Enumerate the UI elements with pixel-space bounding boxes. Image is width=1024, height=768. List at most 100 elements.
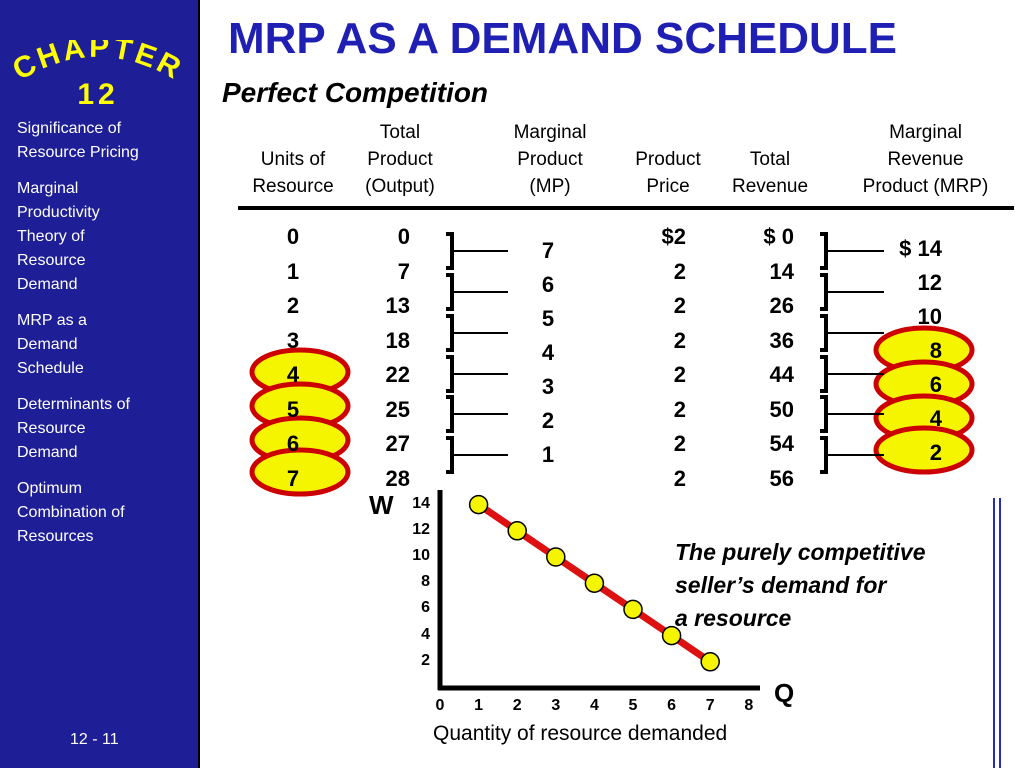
- cell-total-product: 7: [397, 258, 410, 284]
- bracket: [446, 395, 454, 433]
- data-point: [468, 494, 489, 515]
- bracket: [820, 273, 828, 311]
- cell-mrp: 10: [917, 304, 942, 329]
- sidebar-item-line: Productivity: [17, 204, 100, 221]
- sidebar-item[interactable]: Marginal Productivity Theory of Resource Dem…: [17, 177, 193, 297]
- header-line: Revenue: [731, 176, 809, 197]
- header-line: Total: [379, 122, 421, 143]
- cell-mrp: 4: [929, 406, 942, 431]
- sidebar-item-line: Resources: [17, 528, 94, 545]
- header-total-product: Total Product (Output): [350, 119, 450, 200]
- y-tick-label: 6: [421, 599, 430, 617]
- cell-marginal-product: 5: [541, 306, 555, 331]
- sidebar-item-line: Demand: [17, 444, 78, 461]
- cell-units: 7: [286, 465, 300, 491]
- cell-marginal-product: 7: [541, 238, 555, 263]
- x-tick-label: 2: [512, 697, 522, 714]
- note-line: The purely competitive: [675, 539, 926, 565]
- x-tick-label: 6: [667, 697, 677, 714]
- y-tick-label: 10: [412, 547, 430, 564]
- bracket: [820, 232, 828, 270]
- cell-units: 0: [286, 224, 300, 249]
- x-tick-label: 8: [744, 697, 754, 714]
- cell-marginal-product: 1: [541, 442, 555, 467]
- data-point: [584, 573, 605, 593]
- cell-price: $2: [661, 224, 686, 249]
- note-text: The purely competitive seller’s demand fo…: [675, 536, 926, 635]
- cell-marginal-product: 3: [541, 374, 555, 399]
- highlight-oval: [249, 447, 351, 497]
- cell-total-product: 28: [385, 465, 410, 491]
- header-line: Revenue: [887, 149, 964, 170]
- cell-total-revenue: $ 0: [763, 224, 794, 249]
- sidebar-item-line: Schedule: [17, 360, 84, 377]
- sidebar-item-line: Demand: [17, 336, 78, 353]
- y-axis-title: W: [369, 490, 394, 520]
- bracket: [820, 395, 828, 433]
- sidebar-item-line: MRP as a: [17, 312, 87, 329]
- data-point: [700, 652, 720, 672]
- cell-total-revenue: 56: [769, 465, 794, 491]
- header-line: (MP): [529, 176, 571, 197]
- header-mrp: Marginal Revenue Product (MRP): [838, 119, 1013, 200]
- cell-marginal-product: 4: [541, 340, 555, 365]
- y-tick-label: 12: [412, 520, 430, 538]
- header-line: Marginal: [513, 122, 587, 143]
- cell-total-product: 27: [385, 431, 410, 456]
- cell-total-product: 13: [385, 293, 410, 318]
- cell-units: 2: [286, 293, 300, 318]
- slide-title: MRP AS A DEMAND SCHEDULE: [228, 14, 898, 63]
- header-line: Product: [367, 149, 433, 170]
- cell-total-product: 25: [385, 396, 410, 422]
- note-line: a resource: [675, 605, 792, 631]
- bracket: [446, 314, 454, 352]
- header-line: Product: [517, 149, 583, 170]
- x-axis-title: Q: [774, 678, 795, 708]
- sidebar-item[interactable]: MRP as a Demand Schedule: [17, 309, 193, 381]
- header-units: Units of Resource: [238, 146, 348, 200]
- sidebar-item-line: Resource: [17, 420, 86, 437]
- cell-units: 5: [286, 396, 300, 422]
- header-line: Price: [646, 176, 690, 197]
- cell-marginal-product: 2: [541, 408, 555, 433]
- cell-price: 2: [673, 293, 686, 318]
- header-line: (Output): [365, 176, 435, 197]
- x-axis-caption: Quantity of resource demanded: [433, 722, 728, 745]
- header-line: Product: [635, 149, 701, 170]
- cell-price: 2: [673, 431, 686, 456]
- sidebar-item-line: Demand: [17, 276, 78, 293]
- sidebar-item-line: Determinants of: [17, 396, 130, 413]
- y-tick-label: 8: [421, 573, 430, 591]
- cell-total-product: 22: [385, 362, 410, 387]
- cell-total-product: 0: [397, 224, 410, 249]
- cell-total-revenue: 54: [769, 431, 794, 456]
- cell-mrp: 8: [929, 338, 942, 363]
- sidebar-item-line: Resource Pricing: [17, 144, 139, 161]
- cell-mrp: 12: [917, 270, 942, 295]
- bracket: [446, 436, 454, 474]
- sidebar: CHAPTER 12 Significance of Resource Prici…: [0, 0, 198, 768]
- sidebar-item[interactable]: Significance of Resource Pricing: [17, 117, 193, 165]
- cell-price: 2: [673, 258, 686, 284]
- cell-total-product: 18: [385, 327, 410, 353]
- cell-units: 6: [286, 431, 300, 456]
- cell-mrp: 6: [929, 372, 942, 397]
- data-point: [507, 521, 527, 541]
- sidebar-item[interactable]: Determinants of Resource Demand: [17, 393, 193, 465]
- x-tick-label: 5: [628, 697, 638, 714]
- sidebar-divider: [198, 0, 200, 768]
- sidebar-item-line: Optimum: [17, 480, 82, 497]
- sidebar-item[interactable]: Optimum Combination of Resources: [17, 477, 193, 549]
- sidebar-item-line: Marginal: [17, 180, 79, 197]
- bracket: [446, 355, 454, 393]
- header-line: Units of: [260, 149, 326, 170]
- bracket: [446, 232, 454, 270]
- header-line: Product (MRP): [862, 176, 989, 197]
- data-point: [546, 547, 566, 567]
- header-line: Marginal: [889, 122, 962, 143]
- sidebar-item-line: Significance of: [17, 120, 122, 137]
- slide-subtitle: Perfect Competition: [222, 77, 489, 108]
- cell-marginal-product: 6: [541, 272, 555, 297]
- y-tick-label: 2: [421, 651, 430, 669]
